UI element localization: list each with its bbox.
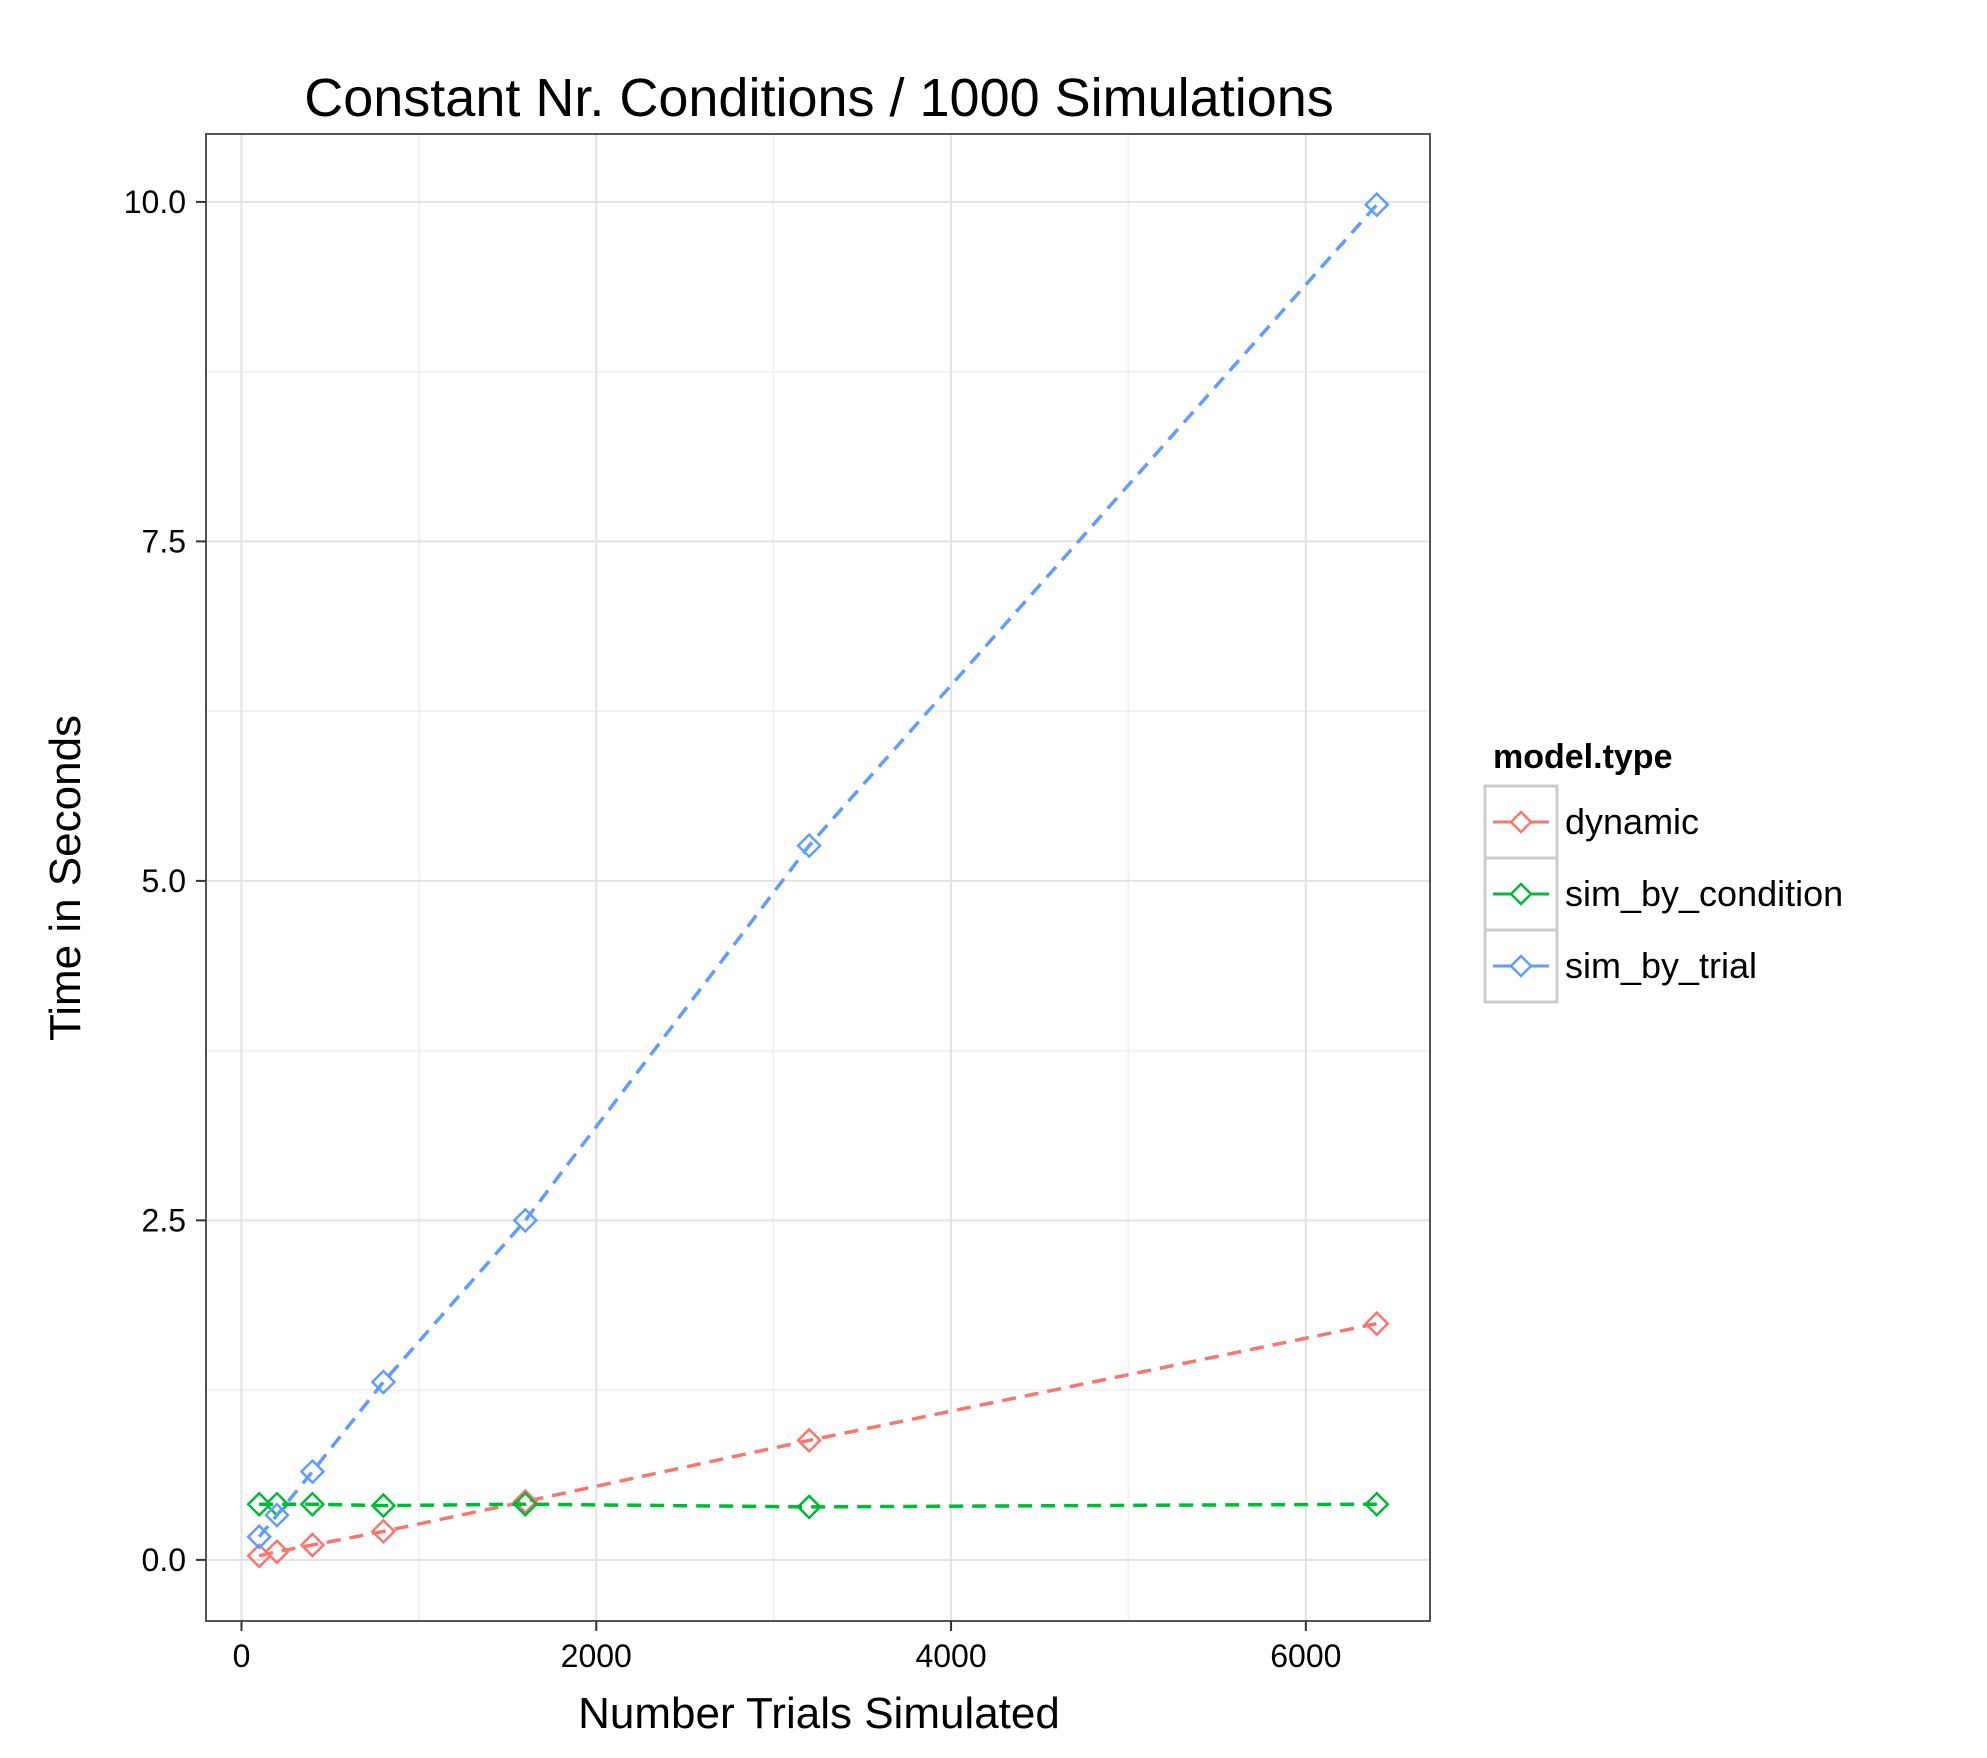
data-point-dynamic [264,1538,290,1565]
y-tick-label: 0.0 [142,1542,186,1578]
series-dynamic [246,1310,1390,1569]
x-axis-title: Number Trials Simulated [578,1689,1060,1738]
series-sim_by_trial [246,191,1390,1550]
y-tick-label: 2.5 [142,1202,186,1238]
series-layer [246,191,1390,1569]
x-tick-label: 2000 [561,1638,632,1674]
legend-label: sim_by_condition [1565,873,1843,914]
series-line-dynamic [258,1321,1378,1558]
axes: 0 2000 4000 6000 0.0 2.5 5.0 7.5 10.0 [124,184,1342,1674]
x-tick-label: 0 [233,1638,251,1674]
y-tick-label: 10.0 [124,184,186,220]
x-tick-label: 6000 [1270,1638,1341,1674]
data-point-sim_by_condition [1364,1491,1390,1517]
data-point-sim_by_trial [246,1524,272,1550]
legend-item-sim_by_trial: sim_by_trial [1483,928,1757,1004]
data-point-sim_by_condition [370,1492,397,1519]
legend-title: model.type [1493,738,1672,776]
data-point-sim_by_trial [796,832,822,859]
data-point-dynamic [299,1532,326,1558]
data-point-sim_by_condition [299,1491,326,1517]
data-point-sim_by_trial [370,1369,397,1395]
plot-panel-border [205,133,1431,1622]
legend-item-sim_by_condition: sim_by_condition [1483,856,1843,932]
data-point-sim_by_condition [246,1491,272,1517]
x-tick-label: 4000 [915,1638,986,1674]
data-point-sim_by_trial [264,1502,290,1528]
data-point-sim_by_condition [796,1494,822,1520]
legend-key-diamond [1509,810,1533,834]
y-axis-title: Time in Seconds [41,715,90,1041]
legend-label: sim_by_trial [1565,945,1757,986]
series-line-sim_by_trial [257,203,1379,1538]
data-point-sim_by_trial [512,1207,539,1234]
data-point-dynamic [1364,1310,1390,1337]
chart-title: Constant Nr. Conditions / 1000 Simulatio… [304,68,1334,128]
data-point-sim_by_condition [512,1491,539,1517]
grid-lines [206,134,1430,1621]
legend-label: dynamic [1565,801,1699,842]
data-point-dynamic [796,1427,822,1454]
legend: model.type dynamic sim_by_condition sim_by… [1483,738,1843,1004]
series-line-sim_by_condition [259,1502,1377,1509]
data-point-sim_by_trial [1364,191,1390,218]
y-tick-label: 5.0 [142,863,186,899]
data-point-sim_by_trial [299,1458,326,1485]
data-point-dynamic [512,1488,539,1515]
data-point-dynamic [370,1518,397,1545]
legend-key-diamond [1509,954,1533,978]
series-sim_by_condition [246,1491,1390,1520]
legend-item-dynamic: dynamic [1483,784,1699,860]
y-tick-label: 7.5 [142,523,186,559]
legend-key-diamond [1509,882,1533,906]
